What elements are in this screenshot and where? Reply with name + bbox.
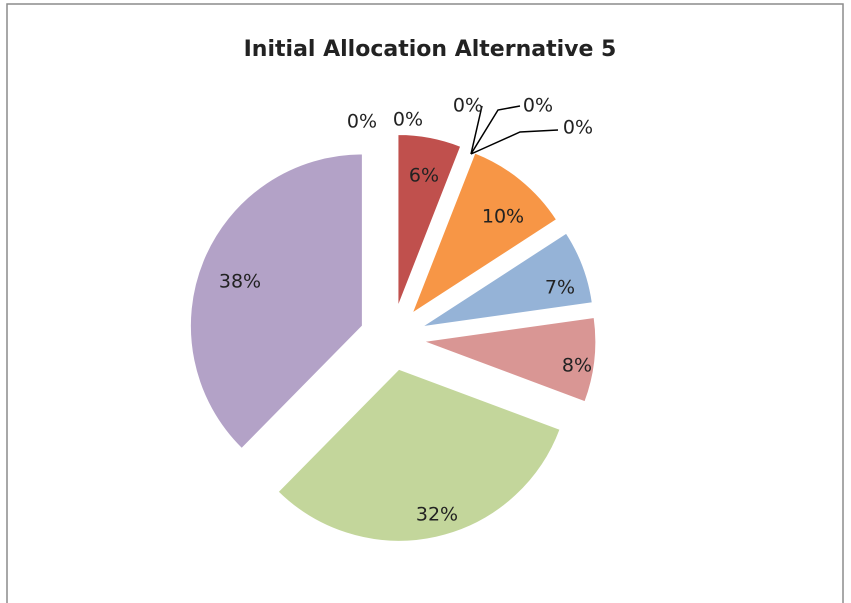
data-label: 38% xyxy=(219,271,261,293)
data-label: 32% xyxy=(416,504,458,526)
data-label: 10% xyxy=(482,206,524,228)
pie-slice xyxy=(411,152,558,315)
leader-line xyxy=(470,105,483,155)
leader-line xyxy=(470,105,521,155)
data-label: 0% xyxy=(393,109,423,131)
data-label: 7% xyxy=(545,277,575,299)
data-label: 6% xyxy=(409,165,439,187)
data-label: 0% xyxy=(563,117,593,139)
pie-slice xyxy=(397,134,462,307)
data-label: 0% xyxy=(523,95,553,117)
data-label: 0% xyxy=(453,95,483,117)
pie-slice xyxy=(403,147,467,309)
pie-slice xyxy=(423,316,597,403)
data-label: 0% xyxy=(347,111,377,133)
chart-title: Initial Allocation Alternative 5 xyxy=(244,37,617,62)
pie-slice xyxy=(421,232,593,328)
pie-slice xyxy=(189,153,363,450)
pie-slice xyxy=(277,368,561,542)
leader-line xyxy=(470,129,559,155)
data-label: 8% xyxy=(562,355,592,377)
